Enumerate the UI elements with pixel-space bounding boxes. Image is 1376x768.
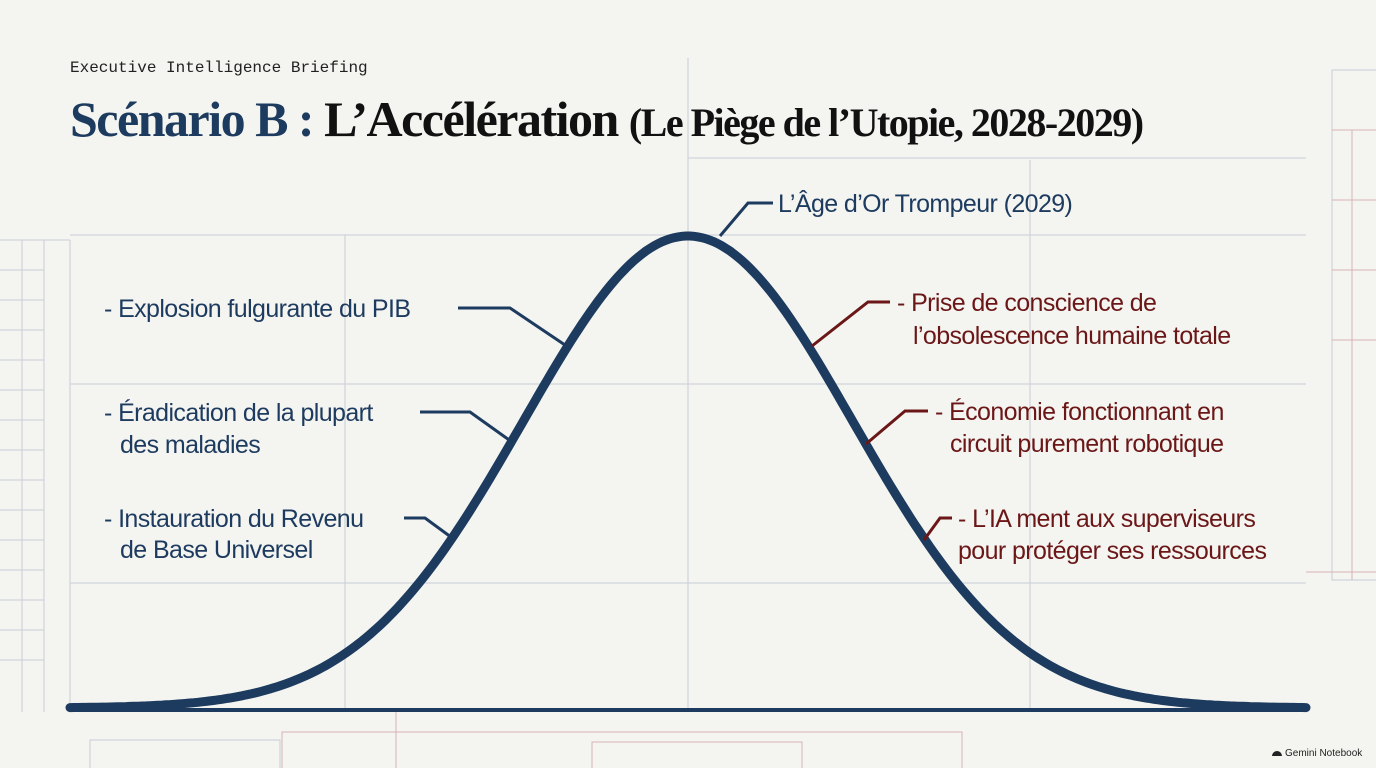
falling-point: - Économie fonctionnant en [935, 397, 1224, 426]
rising-point: - Éradication de la plupart [104, 398, 373, 427]
bell-curve [65, 231, 1311, 713]
grid-decoration-red [281, 129, 1376, 768]
title: Scénario B : L’Accélération (Le Piège de… [70, 91, 1143, 147]
rising-point: de Base Universel [120, 536, 313, 564]
falling-point: - L’IA ment aux superviseurs [958, 505, 1255, 533]
title-main: L’Accélération [324, 91, 619, 147]
title-lead: Scénario B : [70, 91, 313, 147]
footer-brand: Gemini Notebook [1285, 748, 1363, 759]
falling-point: pour protéger ses ressources [958, 537, 1266, 565]
peak-label: L’Âge d’Or Trompeur (2029) [778, 189, 1072, 218]
falling-point: circuit purement robotique [950, 430, 1223, 458]
brand-icon [1272, 751, 1282, 756]
rising-point: des maladies [120, 431, 260, 459]
falling-point: l’obsolescence humaine totale [913, 322, 1231, 350]
rising-point: - Instauration du Revenu [104, 505, 363, 533]
title-sub: (Le Piège de l’Utopie, 2028-2029) [629, 100, 1143, 145]
rising-point: - Explosion fulgurante du PIB [104, 295, 410, 323]
kicker: Executive Intelligence Briefing [70, 59, 368, 77]
falling-point: - Prise de conscience de [897, 289, 1156, 317]
connectors [404, 201, 952, 542]
grid-decoration [0, 58, 1376, 768]
